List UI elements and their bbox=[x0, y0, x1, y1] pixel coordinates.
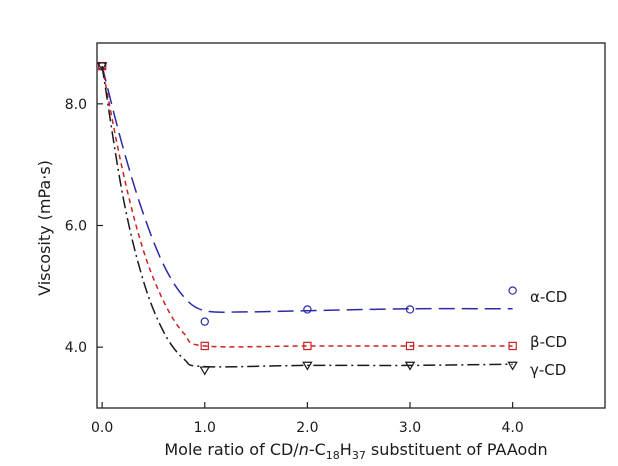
series-curve bbox=[101, 65, 513, 368]
data-point-circle bbox=[200, 317, 209, 326]
data-point-square bbox=[200, 341, 209, 351]
data-markers bbox=[96, 61, 518, 376]
x-tick-label: 2.0 bbox=[296, 420, 318, 436]
series-label: β-CD bbox=[530, 333, 567, 351]
axis-ticks: 0.0 1.0 2.0 3.0 4.0 4.0 6.0 8.0 bbox=[65, 97, 524, 436]
data-point-circle bbox=[508, 286, 517, 295]
y-axis-title: Viscosity (mPa·s) bbox=[35, 160, 54, 296]
data-point-triangle bbox=[96, 62, 108, 72]
data-point-triangle bbox=[199, 366, 211, 376]
series-labels: α-CD β-CD γ-CD bbox=[530, 288, 567, 379]
data-point-square bbox=[508, 341, 517, 351]
x-tick-label: 0.0 bbox=[91, 420, 113, 436]
plot-area-frame bbox=[96, 42, 606, 409]
x-tick-label: 1.0 bbox=[194, 420, 216, 436]
series-label: γ-CD bbox=[530, 361, 566, 379]
data-point-square bbox=[405, 341, 415, 351]
series-curve bbox=[101, 65, 513, 313]
x-tick-label: 3.0 bbox=[399, 420, 421, 436]
data-point-circle bbox=[405, 305, 415, 314]
data-point-square bbox=[303, 341, 312, 351]
fit-curves bbox=[101, 65, 513, 368]
data-point-circle bbox=[303, 305, 312, 314]
y-tick-label: 6.0 bbox=[65, 219, 87, 235]
series-label: α-CD bbox=[530, 288, 567, 306]
data-point-triangle bbox=[302, 361, 313, 371]
x-axis-title: Mole ratio of CD/n-C18H37 substituent of… bbox=[164, 440, 547, 462]
y-tick-label: 8.0 bbox=[65, 97, 87, 113]
x-tick-label: 4.0 bbox=[502, 420, 524, 436]
data-point-triangle bbox=[507, 361, 518, 371]
series-curve bbox=[101, 65, 513, 348]
data-point-triangle bbox=[404, 361, 416, 371]
y-tick-label: 4.0 bbox=[65, 340, 87, 356]
